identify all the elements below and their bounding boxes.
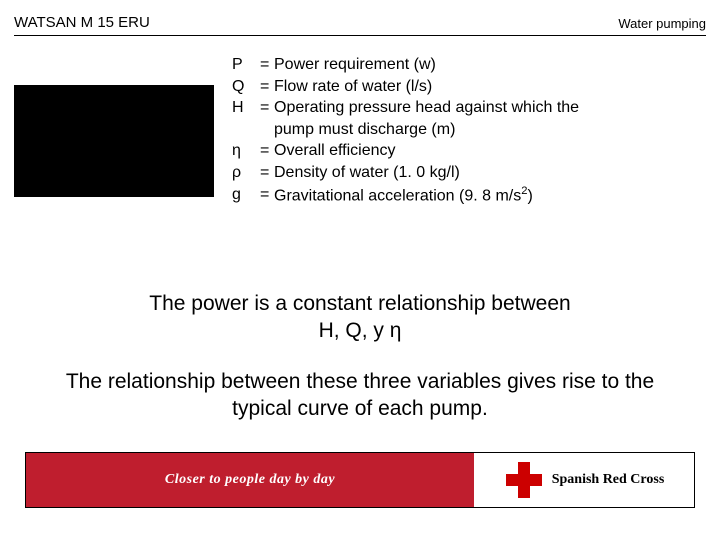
equals-sign: = <box>260 76 274 98</box>
footer-org-name: Spanish Red Cross <box>552 472 665 487</box>
definition-row: pump must discharge (m) <box>232 119 700 141</box>
definition-text: Operating pressure head against which th… <box>274 97 579 119</box>
definition-row: H=Operating pressure head against which … <box>232 97 700 119</box>
definition-row: η=Overall efficiency <box>232 140 700 162</box>
equals-sign: = <box>260 162 274 184</box>
equals-sign: = <box>260 54 274 76</box>
definition-text: Overall efficiency <box>274 140 396 162</box>
slide-header: WATSAN M 15 ERU Water pumping <box>14 8 706 36</box>
variable-definitions: P=Power requirement (w)Q=Flow rate of wa… <box>232 54 700 206</box>
body-line: The relationship between these three var… <box>66 370 654 393</box>
body-line: H, Q, y η <box>319 319 402 342</box>
definition-row: P=Power requirement (w) <box>232 54 700 76</box>
body-line: typical curve of each pump. <box>232 397 488 420</box>
definition-symbol: P <box>232 54 260 76</box>
footer-logo-panel: Spanish Red Cross <box>474 453 694 507</box>
footer-bar: Closer to people day by day Spanish Red … <box>25 452 695 508</box>
definition-text: Gravitational acceleration (9. 8 m/s2) <box>274 184 533 207</box>
footer-slogan: Closer to people day by day <box>165 472 335 488</box>
footer-slogan-panel: Closer to people day by day <box>26 453 474 507</box>
red-cross-icon <box>504 460 544 500</box>
body-paragraph-1: The power is a constant relationship bet… <box>60 290 660 345</box>
equals-sign: = <box>260 184 274 207</box>
formula-placeholder-box <box>14 85 214 197</box>
header-title-left: WATSAN M 15 ERU <box>14 14 150 31</box>
body-paragraph-2: The relationship between these three var… <box>20 368 700 423</box>
equals-sign: = <box>260 97 274 119</box>
slide: WATSAN M 15 ERU Water pumping P=Power re… <box>0 0 720 540</box>
definition-text: Density of water (1. 0 kg/l) <box>274 162 460 184</box>
definition-symbol: H <box>232 97 260 119</box>
definition-symbol: η <box>232 140 260 162</box>
header-title-right: Water pumping <box>618 16 706 31</box>
definition-row: Q=Flow rate of water (l/s) <box>232 76 700 98</box>
definition-symbol: g <box>232 184 260 207</box>
definition-symbol: ρ <box>232 162 260 184</box>
definition-row: ρ=Density of water (1. 0 kg/l) <box>232 162 700 184</box>
definition-text: Power requirement (w) <box>274 54 436 76</box>
equals-sign: = <box>260 140 274 162</box>
definition-symbol: Q <box>232 76 260 98</box>
definition-text: Flow rate of water (l/s) <box>274 76 432 98</box>
body-line: The power is a constant relationship bet… <box>149 292 570 315</box>
definition-row: g=Gravitational acceleration (9. 8 m/s2) <box>232 184 700 207</box>
definition-text: pump must discharge (m) <box>232 119 455 141</box>
